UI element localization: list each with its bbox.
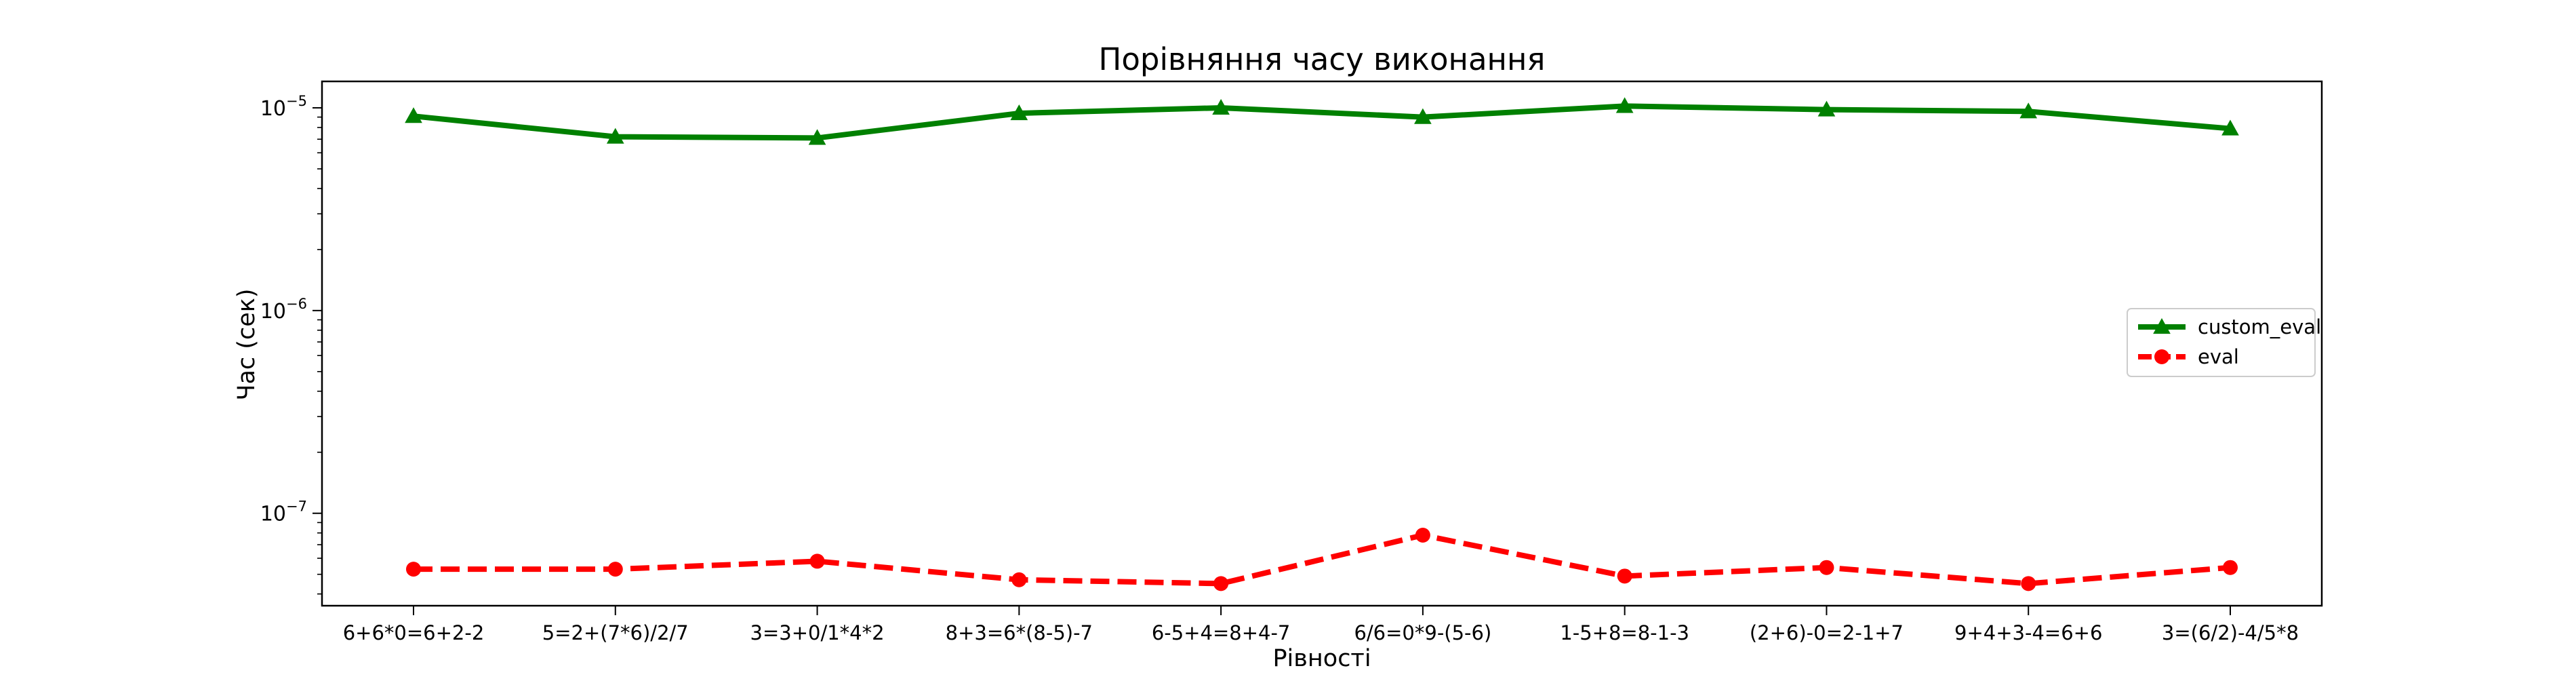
x-tick-label: 9+4+3-4=6+6 — [1954, 621, 2102, 644]
series-eval — [406, 527, 2238, 591]
series-line — [413, 103, 2231, 141]
x-tick-label: (2+6)-0=2-1+7 — [1750, 621, 1904, 644]
data-point — [1414, 108, 1432, 124]
legend-marker — [2153, 317, 2171, 334]
x-tick-label: 6-5+4=8+4-7 — [1152, 621, 1291, 644]
data-point — [1010, 104, 1028, 121]
x-axis-label: Рівності — [1272, 645, 1371, 672]
data-point — [808, 129, 826, 145]
data-point — [607, 562, 623, 577]
y-axis-label: Час (сек) — [233, 288, 260, 400]
data-point — [1213, 576, 1229, 591]
x-tick-label: 1-5+8=8-1-3 — [1560, 621, 1689, 644]
data-point — [2221, 119, 2239, 136]
series-line — [414, 532, 2231, 587]
data-point — [1617, 568, 1632, 584]
legend-label: custom_eval — [2198, 315, 2321, 338]
data-point — [1415, 527, 1430, 543]
legend-label: eval — [2198, 345, 2239, 368]
y-tick-label: 10−6 — [260, 296, 307, 324]
data-point — [606, 128, 624, 144]
y-tick-label: 10−7 — [260, 499, 307, 526]
y-tick-label: 10−5 — [260, 93, 307, 121]
data-point — [406, 562, 421, 577]
legend-marker — [2154, 349, 2169, 364]
data-point — [1011, 572, 1027, 587]
data-point — [1819, 560, 1834, 575]
legend-item: eval — [2138, 345, 2239, 368]
data-point — [2223, 560, 2238, 575]
data-point — [1615, 97, 1634, 113]
plot-frame — [321, 80, 2323, 607]
data-point — [2021, 576, 2036, 591]
series-custom_eval — [405, 97, 2239, 145]
data-point — [405, 107, 422, 123]
data-point — [2019, 102, 2038, 119]
plot-area: 10−7 10−6 10−5 6+6*0=6+2-2 5=2+(7*6)/2/7 3=3+… — [260, 80, 2323, 644]
x-tick-label: 5=2+(7*6)/2/7 — [542, 621, 689, 644]
legend-item: custom_eval — [2138, 315, 2321, 338]
data-point — [809, 553, 825, 569]
x-tick-label: 6/6=0*9-(5-6) — [1354, 621, 1491, 644]
data-point — [1817, 100, 1836, 117]
x-tick-label: 6+6*0=6+2-2 — [343, 621, 485, 644]
chart-title: Порівняння часу виконання — [1099, 41, 1546, 77]
x-tick-label: 3=(6/2)-4/5*8 — [2162, 621, 2299, 644]
x-tick-label: 8+3=6*(8-5)-7 — [946, 621, 1093, 644]
data-point — [1212, 98, 1230, 115]
x-tick-label: 3=3+0/1*4*2 — [750, 621, 885, 644]
